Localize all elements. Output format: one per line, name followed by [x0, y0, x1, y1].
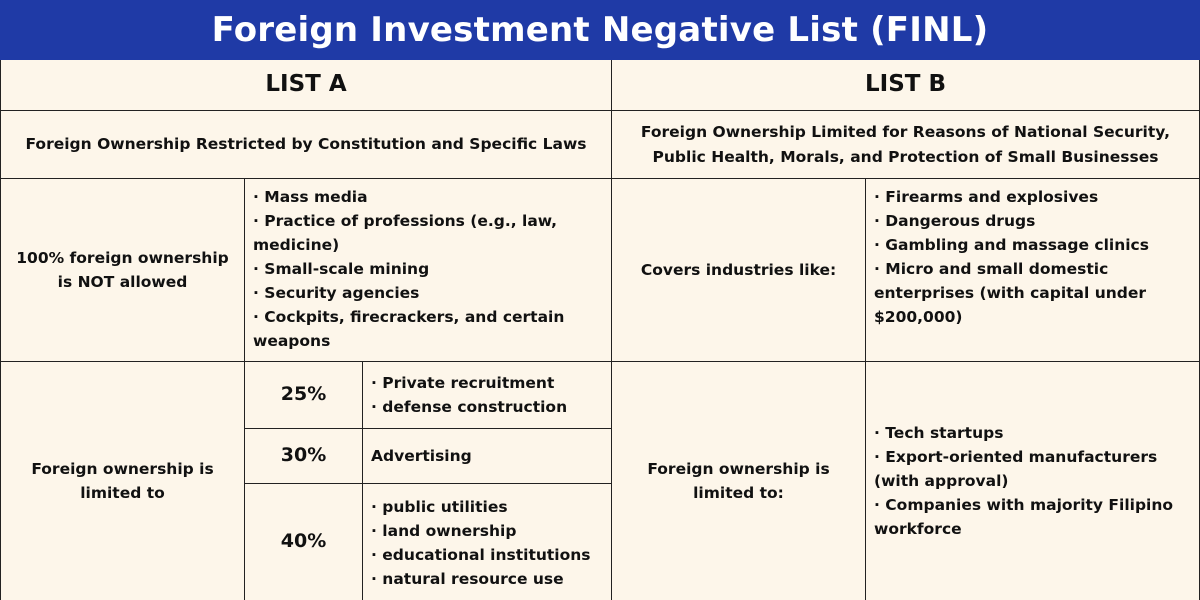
list-a-description: Foreign Ownership Restricted by Constitu…	[0, 111, 612, 179]
list-item: Micro and small domestic enterprises (wi…	[874, 257, 1191, 329]
list-item: Export-oriented manufacturers (with appr…	[874, 445, 1191, 493]
list-item: Dangerous drugs	[874, 209, 1191, 233]
tier-40-percent: 40%	[245, 484, 363, 600]
list-item: Small-scale mining	[253, 257, 603, 281]
tier-30-text: Advertising	[363, 429, 612, 484]
list-item: Firearms and explosives	[874, 185, 1191, 209]
page-title: Foreign Investment Negative List (FINL)	[0, 0, 1200, 60]
list-item: land ownership	[371, 519, 591, 543]
list-item: Companies with majority Filipino workfor…	[874, 493, 1191, 541]
list-a-limited-label: Foreign ownership is limited to	[0, 362, 245, 600]
list-b-limited-label: Foreign ownership is limited to:	[612, 362, 866, 600]
list-a-prohibited-label: 100% foreign ownership is NOT allowed	[0, 179, 245, 362]
list-b-description: Foreign Ownership Limited for Reasons of…	[612, 111, 1200, 179]
list-item: defense construction	[371, 395, 567, 419]
list-b-industries-items: Firearms and explosives Dangerous drugs …	[866, 179, 1200, 362]
list-item: Cockpits, firecrackers, and certain weap…	[253, 305, 603, 353]
list-b-limited-items: Tech startups Export-oriented manufactur…	[866, 362, 1200, 600]
list-item: Tech startups	[874, 421, 1191, 445]
list-item: Gambling and massage clinics	[874, 233, 1191, 257]
tier-25-percent: 25%	[245, 362, 363, 429]
tier-30-percent: 30%	[245, 429, 363, 484]
tier-25-items: Private recruitment defense construction	[363, 362, 612, 429]
tier-40-items: public utilities land ownership educatio…	[363, 484, 612, 600]
list-item: public utilities	[371, 495, 591, 519]
list-item: natural resource use	[371, 567, 591, 591]
list-b-header: LIST B	[612, 60, 1200, 111]
list-item: Security agencies	[253, 281, 603, 305]
list-item: educational institutions	[371, 543, 590, 567]
list-item: Mass media	[253, 185, 603, 209]
list-item: Private recruitment	[371, 371, 567, 395]
list-a-prohibited-items: Mass media Practice of professions (e.g.…	[245, 179, 612, 362]
list-b-industries-label: Covers industries like:	[612, 179, 866, 362]
list-item: Practice of professions (e.g., law, medi…	[253, 209, 603, 257]
list-a-header: LIST A	[0, 60, 612, 111]
